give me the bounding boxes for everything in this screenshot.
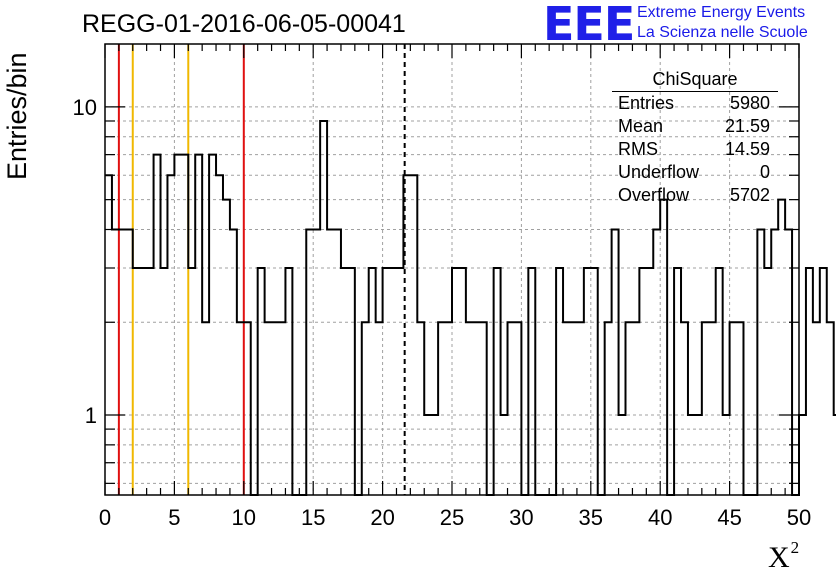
tick-labels: 0 5 10 15 20 25 30 35 40 45 50 1 10 (73, 95, 812, 530)
y-tick-label: 10 (73, 95, 97, 120)
stats-row-underflow: Underflow 0 (612, 161, 778, 184)
logo-line-1: Extreme Energy Events (637, 4, 806, 21)
y-tick-label: 1 (85, 403, 97, 428)
x-tick-label: 25 (440, 505, 464, 530)
stats-value: 0 (759, 162, 770, 182)
x-tick-label: 45 (717, 505, 741, 530)
stats-label: RMS (618, 139, 658, 159)
x-tick-label: 50 (787, 505, 811, 530)
logo-text: Extreme Energy Events La Scienza nelle S… (637, 3, 808, 43)
stats-label: Mean (618, 116, 664, 136)
stats-label: Entries (618, 93, 675, 113)
stats-row-rms: RMS 14.59 (612, 138, 778, 161)
logo-line-2: La Scienza nelle Scuole (637, 24, 808, 41)
x-tick-label: 0 (99, 505, 111, 530)
stats-value: 14.59 (724, 139, 770, 159)
stats-row-entries: Entries 5980 (612, 92, 778, 115)
x-tick-label: 30 (509, 505, 533, 530)
x-tick-label: 20 (370, 505, 394, 530)
stats-label: Underflow (618, 162, 700, 182)
x-axis-label-superscript: 2 (790, 538, 800, 557)
stats-row-mean: Mean 21.59 (612, 115, 778, 138)
x-axis-label: X2 (768, 538, 799, 575)
stats-title: ChiSquare (612, 67, 778, 92)
stats-label: Overflow (618, 185, 690, 205)
x-tick-label: 35 (579, 505, 603, 530)
stats-box: ChiSquare Entries 5980 Mean 21.59 RMS 14.59 Un… (612, 67, 778, 207)
eee-logo: EEE (543, 0, 635, 51)
stats-value: 21.59 (724, 116, 770, 136)
stats-rows: Entries 5980 Mean 21.59 RMS 14.59 Underflow 0 Ov… (612, 92, 778, 207)
x-axis-label-base: X (768, 541, 790, 574)
x-tick-label: 15 (301, 505, 325, 530)
axis-ticks (104, 44, 800, 495)
stats-row-overflow: Overflow 5702 (612, 184, 778, 207)
x-tick-label: 5 (168, 505, 180, 530)
stats-value: 5980 (729, 93, 770, 113)
stats-value: 5702 (729, 185, 770, 205)
x-tick-label: 40 (648, 505, 672, 530)
x-tick-label: 10 (232, 505, 256, 530)
reference-lines (117, 44, 406, 495)
chart-title: REGG-01-2016-06-05-00041 (82, 10, 406, 38)
